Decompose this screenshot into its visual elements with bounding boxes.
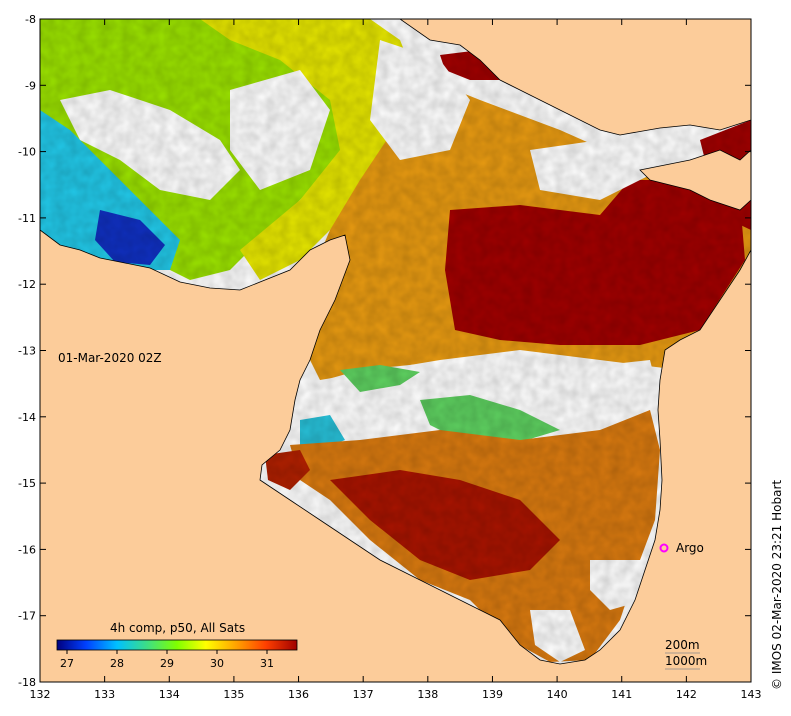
sst-field <box>40 19 751 682</box>
land-ne-cape <box>639 149 751 211</box>
lat-tick-label: -16 <box>18 543 36 556</box>
colorbar-tick-label: 31 <box>260 657 274 670</box>
lon-tick-label: 133 <box>94 688 115 701</box>
lon-tick-label: 134 <box>159 688 180 701</box>
lon-tick-label: 140 <box>547 688 568 701</box>
lon-tick-label: 138 <box>417 688 438 701</box>
colorbar-gradient <box>56 639 298 651</box>
lat-tick-label: -12 <box>18 278 36 291</box>
colorbar-tick-label: 29 <box>160 657 174 670</box>
land-northwest-coast <box>40 229 751 682</box>
lon-tick-label: 137 <box>353 688 374 701</box>
lat-tick-label: -18 <box>18 676 36 689</box>
bathymetry-label-200m: 200m <box>665 638 700 652</box>
lat-tick-label: -11 <box>18 212 36 225</box>
imos-credit: © IMOS 02-Mar-2020 23:21 Hobart <box>770 480 784 690</box>
lon-tick-label: 142 <box>676 688 697 701</box>
argo-marker: Argo <box>659 541 704 555</box>
lon-tick-label: 136 <box>288 688 309 701</box>
lat-tick-label: -9 <box>25 79 36 92</box>
argo-label: Argo <box>676 541 704 555</box>
lon-tick-label: 139 <box>482 688 503 701</box>
lon-tick-label: 143 <box>741 688 762 701</box>
lat-tick-label: -17 <box>18 610 36 623</box>
colorbar-title: 4h comp, p50, All Sats <box>110 621 245 635</box>
colorbar-tick-label: 28 <box>110 657 124 670</box>
colorbar-tick-label: 30 <box>210 657 224 670</box>
lat-tick-label: -8 <box>25 13 36 26</box>
colorbar: 4h comp, p50, All Sats 27 28 29 30 31 <box>56 621 298 670</box>
lon-tick-label: 132 <box>30 688 51 701</box>
latitude-axis: -8 -9 -10 -11 -12 -13 -14 -15 -16 -17 -18 <box>18 13 751 689</box>
lon-tick-label: 141 <box>611 688 632 701</box>
land-north-island <box>399 19 751 136</box>
lat-tick-label: -14 <box>18 411 36 424</box>
lat-tick-label: -15 <box>18 477 36 490</box>
lat-tick-label: -10 <box>18 146 36 159</box>
colorbar-tick-label: 27 <box>60 657 74 670</box>
argo-icon <box>659 543 669 553</box>
lon-tick-label: 135 <box>223 688 244 701</box>
longitude-axis: 132 133 134 135 136 137 138 139 140 141 142 143 <box>30 19 762 701</box>
lat-tick-label: -13 <box>18 345 36 358</box>
colorbar-ticks: 27 28 29 30 31 <box>60 650 274 670</box>
timestamp-label: 01-Mar-2020 02Z <box>58 351 162 365</box>
bathymetry-label-1000m: 1000m <box>665 654 707 668</box>
